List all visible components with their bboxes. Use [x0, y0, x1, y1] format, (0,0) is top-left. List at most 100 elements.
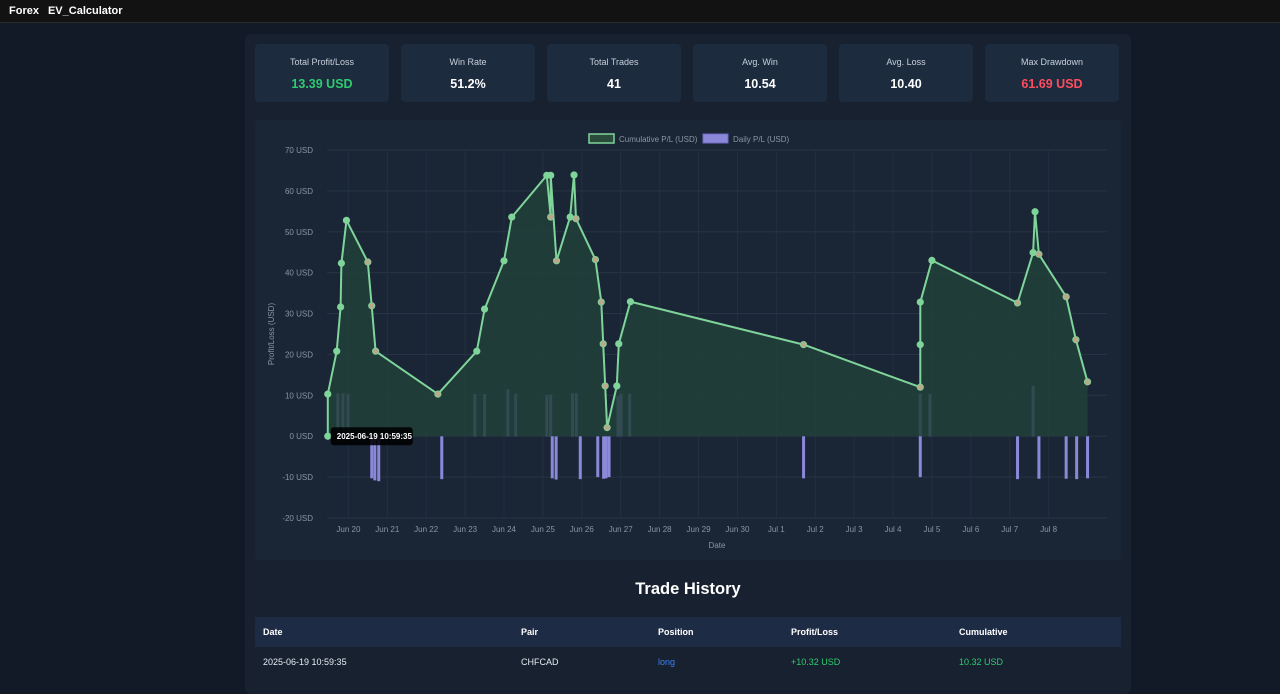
x-tick-label: Jul 3	[846, 525, 863, 534]
y-tick-label: 50 USD	[285, 228, 313, 237]
cumulative-point	[1029, 249, 1037, 257]
daily-pl-bar	[377, 436, 381, 482]
daily-pl-bar	[802, 436, 806, 479]
stat-card-win-rate: Win Rate 51.2%	[401, 44, 535, 102]
y-axis-title: Profit/Loss (USD)	[267, 303, 276, 366]
x-tick-label: Jun 23	[453, 525, 478, 534]
cumulative-point	[324, 390, 332, 398]
main-panel: Total Profit/Loss 13.39 USD Win Rate 51.…	[245, 34, 1131, 694]
cell-cumulative: 10.32 USD	[959, 657, 1004, 667]
stat-card-total-pl: Total Profit/Loss 13.39 USD	[255, 44, 389, 102]
pl-chart[interactable]: -20 USD -10 USD 0 USD 10 USD 20 USD 30 USD 40 …	[255, 120, 1121, 560]
y-tick-label: 70 USD	[285, 146, 313, 155]
cumulative-point	[368, 302, 376, 310]
cumulative-point	[434, 390, 442, 398]
cumulative-point	[601, 382, 609, 390]
cumulative-point	[508, 213, 516, 221]
y-tick-label: 60 USD	[285, 187, 313, 196]
cumulative-point	[626, 298, 635, 306]
trade-history-title: Trade History	[635, 580, 741, 598]
column-header-pair[interactable]: Pair	[521, 627, 539, 637]
cumulative-point	[591, 255, 600, 264]
cumulative-point	[1031, 208, 1039, 216]
daily-pl-bar	[1064, 436, 1068, 479]
column-header-cumulative[interactable]: Cumulative	[959, 627, 1008, 637]
stat-value: 41	[607, 77, 621, 91]
x-tick-label: Jun 21	[375, 525, 400, 534]
stat-label: Max Drawdown	[1020, 57, 1084, 67]
cumulative-area	[327, 174, 1088, 437]
cumulative-point	[1072, 336, 1080, 344]
cumulative-point	[372, 347, 380, 355]
cumulative-point	[570, 171, 578, 179]
cumulative-point	[916, 341, 924, 349]
cumulative-point	[547, 213, 555, 221]
daily-pl-bar	[1086, 436, 1090, 479]
x-tick-label: Jul 4	[885, 525, 902, 534]
cumulative-point	[333, 347, 341, 355]
cumulative-point	[597, 298, 605, 306]
daily-pl-bar	[1016, 436, 1020, 480]
cumulative-point	[1013, 299, 1022, 307]
stat-value: 10.54	[744, 77, 776, 91]
legend-swatch-daily	[702, 133, 729, 144]
x-tick-label: Jun 22	[414, 525, 439, 534]
cumulative-point	[613, 382, 621, 390]
cumulative-point	[337, 303, 345, 311]
nav-link-ev-calculator[interactable]: EV_Calculator	[47, 5, 123, 17]
pl-chart-card: -20 USD -10 USD 0 USD 10 USD 20 USD 30 USD 40 …	[255, 120, 1121, 560]
legend-swatch-cumulative	[588, 133, 615, 144]
daily-pl-bar	[554, 436, 558, 480]
stat-label: Win Rate	[449, 57, 487, 67]
table-row[interactable]: 2025-06-19 10:59:35 CHFCAD long +10.32 U…	[255, 647, 1121, 677]
top-navbar: Forex EV_Calculator	[0, 0, 1280, 23]
cumulative-point	[473, 347, 481, 355]
x-tick-label: Jul 1	[768, 525, 785, 534]
stat-value: 10.40	[890, 77, 922, 91]
stat-label: Total Profit/Loss	[289, 57, 355, 67]
trade-history-table: Date Pair Position Profit/Loss Cumulativ…	[255, 617, 1121, 677]
stat-card-total-trades: Total Trades 41	[547, 44, 681, 102]
tooltip-text: 2025-06-19 10:59:35	[337, 432, 413, 441]
stat-card-avg-loss: Avg. Loss 10.40	[839, 44, 973, 102]
x-tick-label: Jul 5	[923, 525, 940, 534]
stat-value: 61.69 USD	[1021, 77, 1083, 91]
x-tick-label: Jun 25	[531, 525, 556, 534]
x-tick-label: Jun 24	[492, 525, 517, 534]
cumulative-point	[342, 216, 351, 224]
daily-pl-bar	[550, 436, 554, 479]
x-tick-label: Jul 2	[807, 525, 824, 534]
cumulative-point	[566, 213, 574, 221]
daily-pl-bar	[604, 436, 608, 479]
chart-tooltip: 2025-06-19 10:59:35	[330, 427, 413, 446]
y-tick-label: 30 USD	[285, 310, 313, 319]
x-tick-label: Jun 27	[609, 525, 634, 534]
y-tick-label: 10 USD	[285, 391, 313, 400]
daily-pl-bar	[1037, 436, 1041, 479]
x-axis-title: Date	[709, 541, 726, 550]
cumulative-point	[1083, 378, 1092, 386]
legend-label-cumulative: Cumulative P/L (USD)	[619, 135, 698, 144]
y-tick-label: 40 USD	[285, 269, 313, 278]
cumulative-point	[500, 257, 508, 265]
x-tick-label: Jul 6	[962, 525, 979, 534]
cumulative-point	[552, 257, 561, 265]
column-header-position[interactable]: Position	[658, 627, 694, 637]
y-tick-label: 20 USD	[285, 350, 313, 359]
column-header-date[interactable]: Date	[263, 627, 283, 637]
cumulative-point	[599, 340, 607, 348]
cumulative-point	[364, 258, 372, 266]
stats-row: Total Profit/Loss 13.39 USD Win Rate 51.…	[255, 44, 1121, 102]
table-header: Date Pair Position Profit/Loss Cumulativ…	[255, 617, 1121, 647]
y-tick-label: -10 USD	[282, 473, 313, 482]
cumulative-point	[928, 256, 936, 264]
navbar-brand[interactable]: Forex	[9, 5, 39, 17]
stat-value: 13.39 USD	[291, 77, 353, 91]
stat-label: Avg. Win	[742, 57, 778, 67]
daily-pl-bar	[440, 436, 444, 480]
column-header-profit-loss[interactable]: Profit/Loss	[791, 627, 839, 637]
x-tick-label: Jun 29	[687, 525, 712, 534]
cumulative-point	[324, 432, 332, 440]
tooltip-box	[330, 427, 413, 446]
cumulative-point	[1035, 250, 1043, 258]
